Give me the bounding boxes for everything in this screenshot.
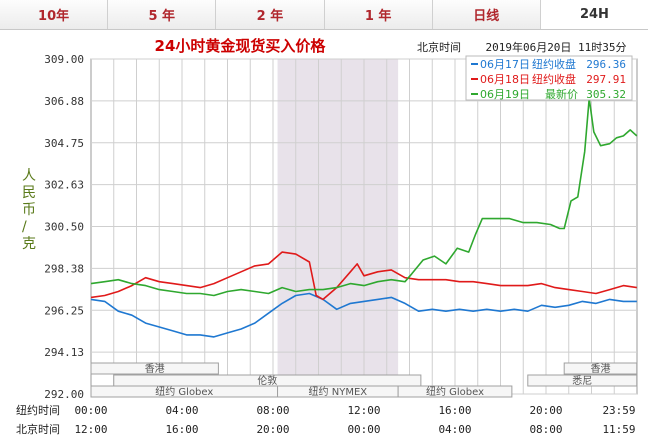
legend-date: 06月19日 — [480, 88, 530, 101]
legend-note: 最新价 — [545, 87, 578, 101]
market-ny-nymex-label: 纽约 NYMEX — [309, 385, 368, 398]
x-tick-ny: 23:59 — [602, 404, 635, 417]
range-tabs: 10年 5 年 2 年 1 年 日线 24H — [0, 0, 648, 30]
chart-title: 24小时黄金现货买入价格 — [155, 37, 327, 55]
tab-24h[interactable]: 24H — [540, 0, 648, 29]
series-line-1 — [90, 251, 637, 301]
market-ny-globex-label: 纽约 Globex — [155, 385, 213, 398]
legend-note: 纽约收盘 — [532, 72, 576, 86]
y-tick-label: 296.25 — [44, 304, 84, 317]
x-tick-ny: 00:00 — [74, 404, 107, 417]
y-axis-label-char: 民 — [22, 185, 36, 201]
market-sydney-box — [527, 374, 638, 387]
x-tick-ny: 16:00 — [438, 404, 471, 417]
y-tick-label: 292.00 — [44, 388, 84, 401]
x-tick-ny: 08:00 — [256, 404, 289, 417]
market-sydney-label: 悉尼 — [572, 375, 592, 387]
legend-value: 297.91 — [586, 73, 626, 86]
market-london-label: 伦敦 — [257, 374, 277, 387]
y-tick-label: 304.75 — [44, 137, 84, 150]
y-axis-label-char: / — [22, 219, 27, 235]
legend: 06月17日 纽约收盘 296.36 06月18日 纽约收盘 297.91 06… — [465, 55, 633, 101]
y-tick-label: 302.63 — [44, 179, 84, 192]
tab-2y[interactable]: 2 年 — [216, 0, 325, 29]
market-hongkong-label: 香港 — [590, 363, 610, 375]
x-tick-beijing: 12:00 — [74, 423, 107, 436]
y-tick-label: 300.50 — [44, 221, 84, 234]
y-axis-label: 人民币/克 — [22, 168, 36, 252]
series-line-2 — [90, 97, 638, 297]
market-hongkong-box — [563, 362, 638, 375]
beijing-time-ticks: 12:00 16:00 20:00 00:00 04:00 08:00 11:59 — [74, 423, 635, 436]
legend-date: 06月18日 — [480, 73, 530, 86]
tab-1y[interactable]: 1 年 — [324, 0, 433, 29]
tab-10y[interactable]: 10年 — [0, 0, 109, 29]
series-lines — [90, 97, 638, 338]
series-line-0 — [90, 292, 637, 338]
x-tick-ny: 20:00 — [529, 404, 562, 417]
y-axis-label-char: 币 — [22, 202, 36, 218]
x-tick-beijing: 00:00 — [347, 423, 380, 436]
legend-item-0619: 06月19日 最新价 305.32 — [471, 87, 626, 101]
y-tick-label: 306.88 — [44, 95, 84, 108]
y-tick-label: 298.38 — [44, 262, 84, 275]
tab-5y[interactable]: 5 年 — [108, 0, 217, 29]
legend-item-0617: 06月17日 纽约收盘 296.36 — [471, 57, 626, 71]
legend-box — [465, 55, 633, 101]
y-axis-label-char: 人 — [22, 168, 36, 184]
y-axis-ticks: 309.00 306.88 304.75 302.63 300.50 298.38 296.… — [44, 53, 84, 401]
legend-value: 296.36 — [586, 58, 626, 71]
beijing-time-label: 北京时间 — [16, 422, 60, 436]
timestamp-label: 北京时间 — [417, 40, 461, 54]
ny-time-ticks: 00:00 04:00 08:00 12:00 16:00 20:00 23:59 — [74, 404, 635, 417]
market-hongkong-box — [90, 362, 219, 375]
y-axis-label-char: 克 — [22, 236, 36, 252]
legend-date: 06月17日 — [480, 58, 530, 71]
market-ny-globex-label: 纽约 Globex — [426, 385, 484, 398]
x-tick-beijing: 04:00 — [438, 423, 471, 436]
ny-time-label: 纽约时间 — [16, 403, 60, 417]
x-tick-beijing: 20:00 — [256, 423, 289, 436]
legend-value: 305.32 — [586, 88, 626, 101]
x-tick-beijing: 08:00 — [529, 423, 562, 436]
x-tick-ny: 12:00 — [347, 404, 380, 417]
market-ny-globex-box — [397, 385, 513, 398]
timestamp-value: 2019年06月20日 11时35分 — [485, 40, 626, 54]
y-tick-label: 309.00 — [44, 53, 84, 66]
x-tick-ny: 04:00 — [165, 404, 198, 417]
x-tick-beijing: 11:59 — [602, 423, 635, 436]
market-hongkong-label: 香港 — [145, 363, 165, 375]
y-tick-label: 294.13 — [44, 346, 84, 359]
legend-item-0618: 06月18日 纽约收盘 297.91 — [471, 72, 626, 86]
tab-daily[interactable]: 日线 — [432, 0, 541, 29]
x-tick-beijing: 16:00 — [165, 423, 198, 436]
legend-note: 纽约收盘 — [532, 57, 576, 71]
grid-lines — [91, 58, 637, 395]
